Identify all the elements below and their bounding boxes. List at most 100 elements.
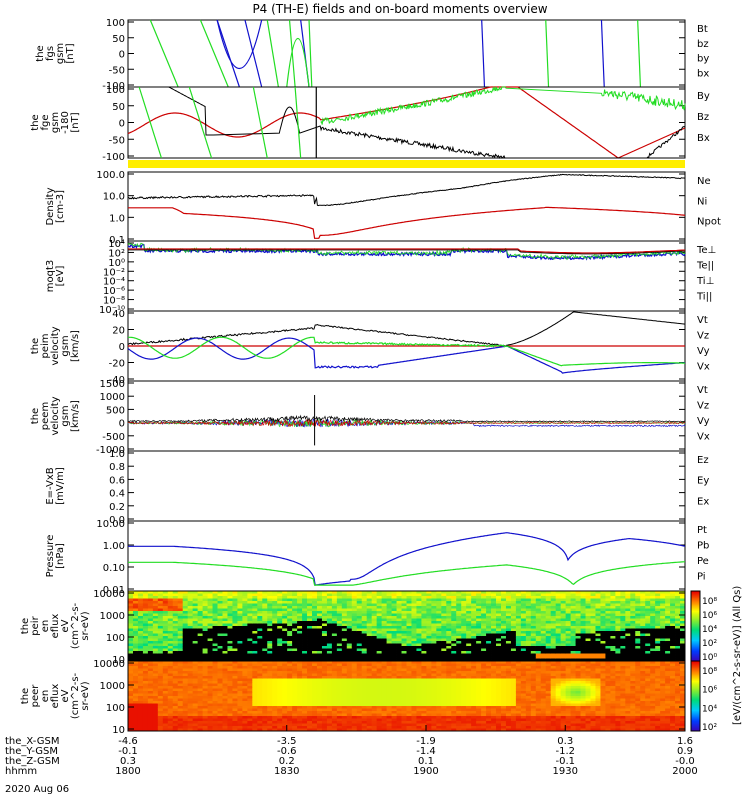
- heatmap-cell: [272, 628, 278, 632]
- heatmap-cell: [376, 611, 383, 614]
- heatmap-cell: [540, 611, 547, 614]
- heatmap-cell: [172, 673, 179, 677]
- heatmap-cell: [391, 631, 397, 634]
- heatmap-cell: [307, 688, 313, 692]
- heatmap-cell: [257, 643, 263, 647]
- heatmap-cell: [645, 631, 651, 634]
- heatmap-cell: [565, 658, 572, 662]
- heatmap-cell: [356, 658, 363, 662]
- heatmap-cell: [341, 711, 348, 714]
- heatmap-cell: [202, 718, 208, 722]
- heatmap-cell: [605, 643, 611, 647]
- heatmap-cell: [202, 726, 208, 729]
- heatmap-cell: [535, 598, 542, 602]
- heatmap-cell: [650, 593, 656, 597]
- heatmap-cell: [207, 661, 213, 664]
- heatmap-cell: [192, 676, 199, 679]
- heatmap-cell: [262, 593, 268, 597]
- y-axis-label-line: [nPa]: [55, 543, 66, 569]
- heatmap-cell: [610, 653, 616, 657]
- heatmap-cell: [307, 613, 313, 617]
- heatmap-cell: [287, 708, 293, 712]
- heatmap-cell: [510, 608, 517, 612]
- heatmap-cell: [262, 611, 268, 614]
- heatmap-cell: [520, 591, 527, 594]
- heatmap-cell: [540, 591, 547, 594]
- heatmap-cell: [640, 633, 646, 637]
- heatmap-cell: [257, 668, 263, 672]
- heatmap-cell: [242, 636, 248, 639]
- heatmap-cell: [625, 598, 631, 602]
- heatmap-cell: [396, 668, 402, 672]
- heatmap-cell: [277, 631, 283, 634]
- heatmap-cell: [272, 658, 278, 662]
- heatmap-cell: [336, 636, 343, 639]
- heatmap-cell: [560, 631, 567, 634]
- heatmap-cell: [162, 688, 169, 692]
- heatmap-cell: [312, 688, 318, 692]
- heatmap-cell: [406, 703, 412, 707]
- heatmap-cell: [396, 686, 402, 689]
- heatmap-cell: [272, 593, 278, 597]
- heatmap-cell: [376, 683, 383, 687]
- heatmap-cell: [376, 606, 383, 609]
- heatmap-cell: [312, 628, 318, 632]
- heatmap-cell: [376, 596, 383, 599]
- heatmap-cell: [177, 591, 184, 594]
- heatmap-cell: [237, 646, 243, 649]
- heatmap-cell: [670, 653, 676, 657]
- heatmap-cell: [500, 628, 507, 632]
- heatmap-cell: [252, 668, 258, 672]
- heatmap-cell: [391, 698, 397, 702]
- heatmap-cell: [635, 636, 641, 639]
- heatmap-cell: [242, 728, 248, 732]
- heatmap-cell: [406, 646, 412, 649]
- heatmap-cell: [152, 643, 159, 647]
- heatmap-cell: [297, 616, 303, 619]
- heatmap-cell: [351, 728, 358, 732]
- heatmap-cell: [675, 606, 681, 609]
- heatmap-cell: [277, 623, 283, 627]
- heatmap-cell: [381, 666, 387, 669]
- heatmap-cell: [346, 703, 353, 707]
- heatmap-cell: [157, 618, 164, 622]
- heatmap-cell: [222, 723, 228, 727]
- heatmap-cell: [560, 606, 567, 609]
- heatmap-cell: [670, 593, 676, 597]
- heatmap-cell: [675, 623, 681, 627]
- heatmap-cell: [192, 601, 199, 604]
- heatmap-cell: [137, 673, 144, 677]
- heatmap-cell: [147, 726, 154, 729]
- heatmap-cell: [545, 656, 552, 659]
- heatmap-cell: [496, 636, 502, 639]
- heatmap-cell: [292, 688, 298, 692]
- heatmap-cell: [411, 598, 417, 602]
- heatmap-cell: [505, 606, 512, 609]
- heatmap-cell: [252, 681, 258, 684]
- heatmap-cell: [182, 673, 189, 677]
- heatmap-cell: [496, 601, 502, 604]
- heatmap-cell: [645, 646, 651, 649]
- heatmap-cell: [371, 648, 378, 652]
- heatmap-cell: [525, 638, 532, 642]
- heatmap-cell: [321, 666, 328, 669]
- heatmap-cell: [331, 716, 338, 719]
- heatmap-cell: [421, 596, 427, 599]
- heatmap-cell: [486, 618, 492, 622]
- heatmap-cell: [132, 616, 139, 619]
- heatmap-cell: [292, 683, 298, 687]
- heatmap-cell: [321, 691, 328, 694]
- heatmap-cell: [476, 618, 482, 622]
- heatmap-cell: [396, 676, 402, 679]
- heatmap-cell: [257, 606, 263, 609]
- heatmap-cell: [187, 603, 194, 607]
- heatmap-cell: [381, 706, 387, 709]
- heatmap-cell: [481, 618, 487, 622]
- heatmap-cell: [257, 641, 263, 644]
- heatmap-cell: [197, 626, 203, 629]
- heatmap-cell: [486, 603, 492, 607]
- heatmap-cell: [615, 603, 621, 607]
- heatmap-cell: [555, 593, 562, 597]
- heatmap-cell: [277, 693, 283, 697]
- heatmap-cell: [302, 698, 308, 702]
